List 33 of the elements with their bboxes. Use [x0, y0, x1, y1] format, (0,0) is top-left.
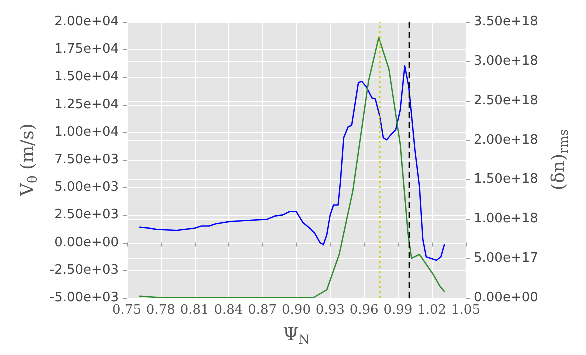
y-tick-label: 7.50e+03 [54, 152, 119, 168]
y2-axis-title: (δn)rms [548, 130, 571, 190]
y-axis-title: Vθ (m/s) [18, 124, 40, 198]
y2-tick-label: 1.50e+18 [474, 172, 538, 188]
y-tick-label: 2.50e+03 [54, 208, 119, 223]
y-tick-label: 1.50e+04 [54, 70, 119, 85]
x-tick-label: 0.96 [350, 303, 379, 318]
y-tick-label: 1.00e+04 [54, 124, 119, 140]
x-tick-label: 1.05 [452, 303, 480, 318]
y2-tick-label: 2.00e+18 [474, 132, 538, 148]
y2-tick-label: 5.00e+17 [474, 251, 538, 266]
y-tick-label: 2.00e+04 [54, 14, 119, 30]
y2-tick-label: 0.00e+00 [474, 290, 538, 306]
x-tick-label: 0.87 [248, 303, 278, 318]
x-tick-label: 0.84 [214, 303, 244, 318]
y2-tick-label: 3.00e+18 [474, 54, 538, 69]
x-tick-label: 0.75 [112, 303, 142, 318]
y-tick-label: -2.50e+03 [50, 262, 119, 278]
y2-tick-label: 2.50e+18 [474, 93, 538, 108]
y-tick-label: -5.00e+03 [50, 290, 119, 306]
x-tick-label: 0.81 [180, 303, 210, 318]
y-tick-label: 0.00e+00 [54, 235, 119, 250]
line-series [139, 66, 446, 262]
x-tick-label: 0.93 [316, 303, 345, 318]
x-tick-label: 0.90 [282, 303, 311, 318]
y-tick-label: 1.75e+04 [54, 42, 119, 58]
x-tick-label: 0.99 [384, 303, 413, 318]
y-tick-label: 5.00e+03 [54, 180, 119, 196]
x-tick-label: 1.02 [418, 303, 447, 318]
y2-tick-label: 1.00e+18 [474, 212, 538, 227]
x-tick-label: 0.78 [146, 303, 176, 318]
y-tick-label: 1.25e+04 [54, 97, 119, 112]
y2-tick-label: 3.50e+18 [474, 14, 538, 30]
